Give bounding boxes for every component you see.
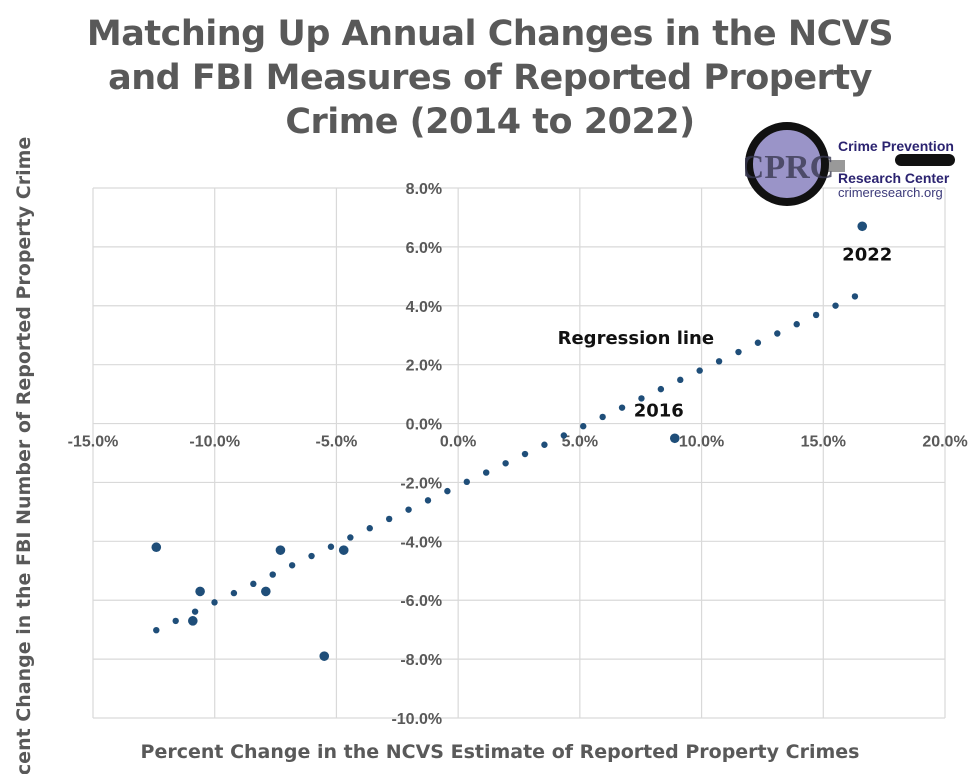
regression-dot <box>541 441 548 448</box>
regression-dot <box>250 580 257 588</box>
data-points <box>151 221 868 661</box>
logo-url: crimeresearch.org <box>838 185 943 200</box>
logo-line2: Research Center <box>838 170 950 186</box>
point-annotation: 2016 <box>634 400 684 421</box>
regression-dot <box>347 534 354 541</box>
regression-dot <box>832 302 839 309</box>
x-tick-label: -5.0% <box>316 434 358 451</box>
y-tick-label: -6.0% <box>400 593 442 610</box>
y-tick-label: 0.0% <box>406 417 442 434</box>
svg-text:CPRC: CPRC <box>745 149 834 186</box>
x-tick-label: -15.0% <box>68 434 119 451</box>
data-point <box>669 433 680 444</box>
y-tick-label: 8.0% <box>406 181 442 198</box>
y-tick-label: -4.0% <box>400 534 442 551</box>
regression-dot <box>308 552 315 560</box>
regression-dot <box>153 626 160 634</box>
regression-dot <box>211 599 218 606</box>
regression-dot <box>483 469 490 476</box>
regression-dot <box>715 358 723 365</box>
regression-dot <box>560 432 568 439</box>
regression-dot <box>793 321 800 328</box>
regression-dot <box>754 339 762 346</box>
y-tick-label: -8.0% <box>400 652 442 669</box>
regression-dot <box>444 487 451 495</box>
chart-title-line: and FBI Measures of Reported Property <box>108 58 872 98</box>
regression-dot <box>774 330 781 337</box>
gridlines <box>92 187 946 719</box>
regression-dot <box>618 404 626 411</box>
data-point <box>338 545 349 555</box>
x-tick-label: 0.0% <box>440 434 476 451</box>
x-tick-label: 15.0% <box>801 434 846 451</box>
regression-dot <box>172 617 179 625</box>
regression-dot <box>812 311 820 319</box>
regression-dot <box>424 497 432 504</box>
chart-title-line: Crime (2014 to 2022) <box>285 102 695 142</box>
data-point <box>319 651 330 661</box>
data-point <box>195 586 205 597</box>
regression-dot <box>502 460 509 467</box>
regression-dot <box>327 543 335 550</box>
regression-dot <box>191 608 199 615</box>
regression-dot <box>638 395 645 402</box>
regression-dot <box>851 293 859 300</box>
x-axis-label: Percent Change in the NCVS Estimate of R… <box>141 741 860 763</box>
y-tick-label: 4.0% <box>406 299 442 316</box>
regression-dot <box>580 423 587 430</box>
magnifier-logo-icon: CPRC <box>745 122 845 206</box>
point-annotation: 2022 <box>842 244 892 265</box>
cprc-logo: CPRC Crime Prevention Research Center cr… <box>745 122 955 210</box>
data-point <box>188 616 198 626</box>
logo-line1: Crime Prevention <box>838 138 954 154</box>
regression-dot <box>521 450 529 458</box>
x-tick-label: 5.0% <box>562 434 598 451</box>
chart-title-line: Matching Up Annual Changes in the NCVS <box>86 14 894 54</box>
data-point <box>275 545 286 555</box>
regression-line <box>153 293 859 634</box>
regression-dot <box>385 515 393 523</box>
regression-dot <box>599 413 606 421</box>
regression-dot <box>696 367 703 374</box>
data-point <box>261 586 271 597</box>
tick-labels: -15.0% -10.0% -5.0% 0.0% 5.0% 10.0% 15.0% 20.0%… <box>68 181 968 728</box>
data-point <box>151 542 162 553</box>
regression-dot <box>366 525 373 532</box>
data-point <box>857 221 868 232</box>
regression-dot <box>230 589 238 597</box>
x-tick-label: 10.0% <box>679 434 724 451</box>
x-tick-label: -10.0% <box>189 434 240 451</box>
x-tick-label: 20.0% <box>922 434 967 451</box>
y-tick-label: 6.0% <box>406 240 442 257</box>
regression-dot <box>463 478 470 486</box>
regression-dot <box>269 571 276 578</box>
y-tick-label: 2.0% <box>406 358 442 375</box>
y-tick-label: -2.0% <box>400 475 442 492</box>
regression-dot <box>677 376 684 384</box>
regression-dot <box>405 506 412 513</box>
regression-dot <box>657 385 665 393</box>
chart-title: Matching Up Annual Changes in the NCVS a… <box>0 12 980 144</box>
annotations: Regression line 2016 2022 <box>558 244 893 421</box>
regression-dot <box>288 562 296 569</box>
y-axis-label: Percent Change in the FBI Number of Repo… <box>13 137 35 774</box>
regression-dot <box>735 348 742 356</box>
y-tick-label: -10.0% <box>391 711 442 728</box>
regression-label: Regression line <box>558 328 714 349</box>
